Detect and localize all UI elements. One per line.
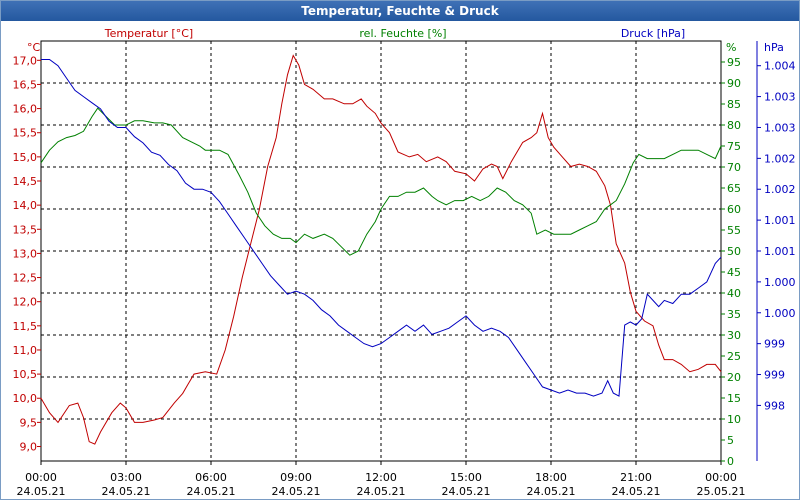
x-tick-label-time: 15:00 xyxy=(450,471,482,484)
humidity-tick-label: 90 xyxy=(727,77,741,90)
x-tick-label-date: 24.05.21 xyxy=(357,485,406,498)
temperature-tick-label: 10,0 xyxy=(13,392,38,405)
x-tick-label-date: 24.05.21 xyxy=(17,485,66,498)
x-tick-label-date: 25.05.21 xyxy=(697,485,746,498)
temperature-tick-label: 14,5 xyxy=(13,175,38,188)
humidity-tick-label: 5 xyxy=(727,434,734,447)
axes: 00:0024.05.2103:0024.05.2106:0024.05.210… xyxy=(13,41,796,498)
grid xyxy=(41,41,721,461)
temperature-tick-label: 13,0 xyxy=(13,247,38,260)
x-tick-label-time: 21:00 xyxy=(620,471,652,484)
temperature-tick-label: 16,5 xyxy=(13,78,38,91)
temperature-series-line xyxy=(40,54,722,445)
x-tick-label-date: 24.05.21 xyxy=(612,485,661,498)
temperature-tick-label: 11,5 xyxy=(13,320,38,333)
temperature-axis-label: Temperatur [°C] xyxy=(104,27,193,40)
x-tick-label-time: 09:00 xyxy=(280,471,312,484)
temperature-tick-label: 9,5 xyxy=(20,416,38,429)
pressure-axis-label: Druck [hPa] xyxy=(621,27,685,40)
temperature-tick-label: 15,0 xyxy=(13,151,38,164)
pressure-tick-label: 1.003 xyxy=(764,91,796,104)
temperature-tick-label: 10,5 xyxy=(13,368,38,381)
temperature-tick-label: 17,0 xyxy=(13,54,38,67)
humidity-tick-label: 60 xyxy=(727,203,741,216)
x-tick-label-time: 03:00 xyxy=(110,471,142,484)
humidity-tick-label: 75 xyxy=(727,140,741,153)
humidity-tick-label: 35 xyxy=(727,308,741,321)
x-tick-label-date: 24.05.21 xyxy=(442,485,491,498)
humidity-tick-label: 95 xyxy=(727,56,741,69)
temperature-tick-label: 13,5 xyxy=(13,223,38,236)
pressure-tick-label: 1.002 xyxy=(764,183,796,196)
humidity-series-line xyxy=(40,107,722,256)
humidity-axis-label: rel. Feuchte [%] xyxy=(359,27,446,40)
pressure-tick-label: 1.001 xyxy=(764,214,796,227)
humidity-tick-label: 15 xyxy=(727,392,741,405)
humidity-tick-label: 40 xyxy=(727,287,741,300)
pressure-tick-label: 1.000 xyxy=(764,276,796,289)
pressure-tick-label: 1.003 xyxy=(764,121,796,134)
temperature-tick-label: 12,0 xyxy=(13,296,38,309)
x-tick-label-time: 00:00 xyxy=(705,471,737,484)
humidity-tick-label: 55 xyxy=(727,224,741,237)
humidity-tick-label: 30 xyxy=(727,329,741,342)
temperature-tick-label: 11,0 xyxy=(13,344,38,357)
temperature-tick-label: 14,0 xyxy=(13,199,38,212)
temperature-tick-label: 12,5 xyxy=(13,272,38,285)
humidity-tick-label: 80 xyxy=(727,119,741,132)
pressure-tick-label: 1.002 xyxy=(764,152,796,165)
humidity-tick-label: 50 xyxy=(727,245,741,258)
pressure-tick-label: 998 xyxy=(764,399,785,412)
x-tick-label-date: 24.05.21 xyxy=(272,485,321,498)
temperature-tick-label: 16,0 xyxy=(13,103,38,116)
x-tick-label-time: 18:00 xyxy=(535,471,567,484)
humidity-tick-label: 70 xyxy=(727,161,741,174)
x-tick-label-date: 24.05.21 xyxy=(187,485,236,498)
x-tick-label-date: 24.05.21 xyxy=(102,485,151,498)
pressure-tick-label: 1.001 xyxy=(764,245,796,258)
humidity-tick-label: 25 xyxy=(727,350,741,363)
x-tick-label-time: 00:00 xyxy=(25,471,57,484)
pressure-unit-label: hPa xyxy=(764,41,784,54)
humidity-tick-label: 45 xyxy=(727,266,741,279)
humidity-unit-label: % xyxy=(726,41,736,54)
x-tick-label-time: 06:00 xyxy=(195,471,227,484)
pressure-tick-label: 999 xyxy=(764,338,785,351)
temperature-tick-label: 9,0 xyxy=(20,441,38,454)
pressure-tick-label: 999 xyxy=(764,369,785,382)
x-tick-label-date: 24.05.21 xyxy=(527,485,576,498)
temperature-tick-label: 15,5 xyxy=(13,127,38,140)
temperature-unit-label: °C xyxy=(27,41,41,54)
chart-title: Temperatur, Feuchte & Druck xyxy=(1,1,799,21)
x-tick-label-time: 12:00 xyxy=(365,471,397,484)
humidity-tick-label: 20 xyxy=(727,371,741,384)
humidity-tick-label: 65 xyxy=(727,182,741,195)
pressure-series-line xyxy=(41,59,722,397)
pressure-tick-label: 1.004 xyxy=(764,60,796,73)
pressure-tick-label: 1.000 xyxy=(764,307,796,320)
humidity-tick-label: 0 xyxy=(727,455,734,468)
humidity-tick-label: 85 xyxy=(727,98,741,111)
series xyxy=(40,54,722,445)
humidity-tick-label: 10 xyxy=(727,413,741,426)
